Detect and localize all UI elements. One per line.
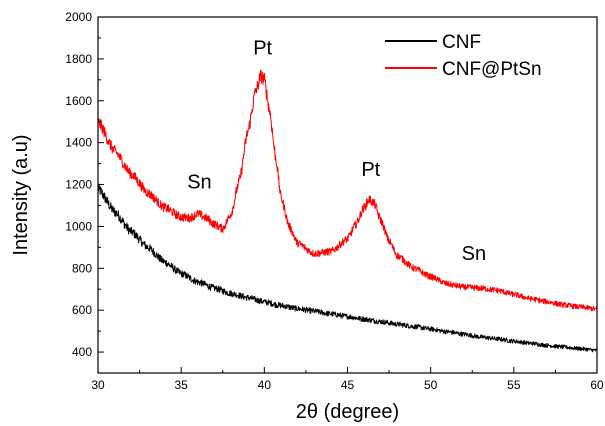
x-axis-label: 2θ (degree) bbox=[296, 401, 399, 423]
peak-annotation: Pt bbox=[253, 38, 272, 60]
y-tick-label: 800 bbox=[72, 261, 92, 275]
y-tick-label: 2000 bbox=[65, 10, 92, 24]
x-tick-label: 50 bbox=[424, 378, 438, 392]
x-tick-label: 45 bbox=[341, 378, 355, 392]
peak-annotation: Sn bbox=[187, 172, 211, 194]
x-tick-label: 60 bbox=[590, 378, 604, 392]
x-tick-label: 35 bbox=[174, 378, 188, 392]
legend-label: CNF bbox=[442, 32, 481, 53]
legend: CNF CNF@PtSn bbox=[385, 32, 542, 80]
y-tick-label: 400 bbox=[72, 345, 92, 359]
ticks-layer: 30 35 40 45 50 55 60 400 600 800 1000 1200 1400 1600 1… bbox=[65, 10, 604, 392]
y-tick-label: 1000 bbox=[65, 219, 92, 233]
legend-label: CNF@PtSn bbox=[442, 59, 542, 80]
y-tick-label: 1600 bbox=[65, 94, 92, 108]
y-tick-label: 1800 bbox=[65, 52, 92, 66]
y-tick-label: 1200 bbox=[65, 178, 92, 192]
x-tick-label: 40 bbox=[258, 378, 272, 392]
y-tick-label: 1400 bbox=[65, 136, 92, 150]
y-axis-label: Intensity (a.u) bbox=[10, 134, 32, 255]
peak-annotation: Pt bbox=[361, 159, 380, 181]
annotation-layer: Pt Pt Sn Sn bbox=[187, 38, 486, 265]
x-tick-label: 30 bbox=[91, 378, 105, 392]
peak-annotation: Sn bbox=[462, 243, 486, 265]
x-tick-label: 55 bbox=[507, 378, 521, 392]
y-tick-label: 600 bbox=[72, 303, 92, 317]
series-line-cnf bbox=[97, 183, 598, 353]
series-line-cnf-ptsn bbox=[97, 69, 598, 312]
series-layer bbox=[97, 69, 598, 353]
